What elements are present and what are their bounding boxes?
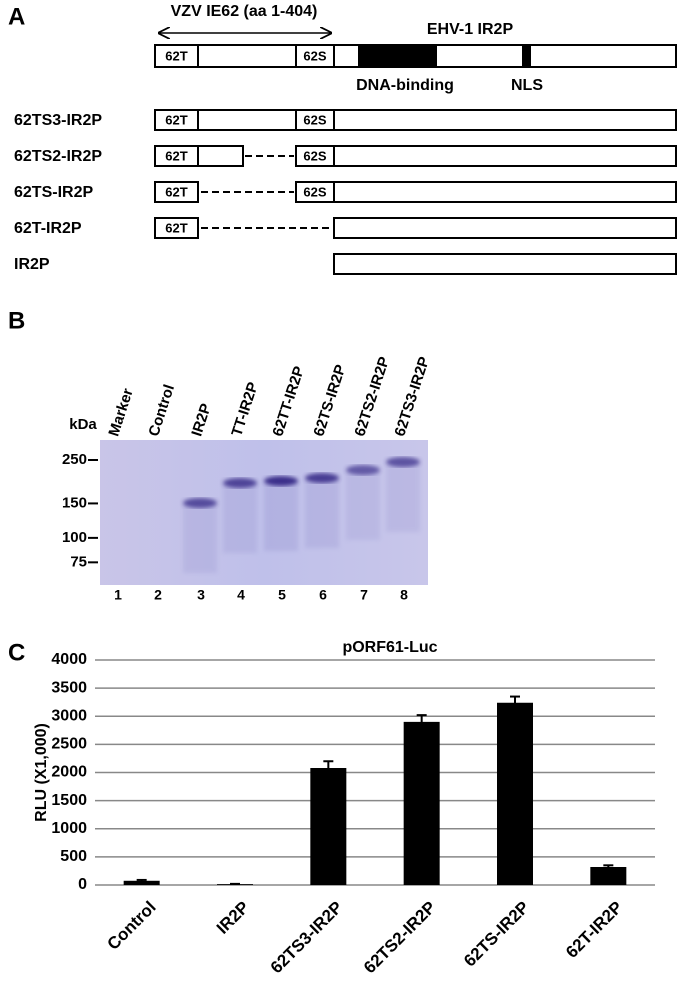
error-bar bbox=[603, 864, 614, 869]
lane-label: 62TS-IR2P bbox=[310, 363, 349, 439]
y-tick-label: 500 bbox=[60, 848, 87, 865]
smear bbox=[183, 503, 217, 573]
domain-label: DNA-binding bbox=[356, 77, 454, 94]
band bbox=[264, 476, 298, 486]
y-tick-label: 2000 bbox=[51, 764, 87, 781]
lane-label: 62TS2-IR2P bbox=[351, 355, 393, 439]
marker-tick-label: 250 bbox=[62, 451, 87, 468]
bar bbox=[403, 721, 440, 885]
construct-label: 62T-IR2P bbox=[14, 220, 82, 237]
marker-tick-label: 75 bbox=[70, 553, 87, 570]
x-tick-label: 62TS-IR2P bbox=[460, 898, 533, 971]
protein-label: EHV-1 IR2P bbox=[427, 21, 514, 38]
construct-label: 62TS-IR2P bbox=[14, 184, 93, 201]
nls-domain bbox=[522, 45, 531, 67]
box-label: 62T bbox=[165, 112, 187, 127]
box-label: 62S bbox=[303, 184, 326, 199]
box-label: 62T bbox=[165, 220, 187, 235]
y-tick-label: 3500 bbox=[51, 679, 87, 696]
x-tick-label: 62T-IR2P bbox=[562, 898, 626, 962]
lane-label: Marker bbox=[105, 386, 136, 438]
y-tick-label: 0 bbox=[78, 876, 87, 893]
segment bbox=[333, 145, 677, 167]
band bbox=[223, 478, 257, 488]
segment bbox=[333, 253, 677, 275]
construct-label: 62TS2-IR2P bbox=[14, 148, 102, 165]
y-tick-label: 1000 bbox=[51, 820, 87, 837]
lane-number: 4 bbox=[237, 587, 245, 603]
bar bbox=[123, 880, 160, 885]
lane-number: 5 bbox=[278, 587, 286, 603]
chart-title: pORF61-Luc bbox=[342, 639, 437, 656]
error-bar bbox=[230, 882, 240, 885]
y-tick-label: 4000 bbox=[51, 651, 87, 668]
lane-number: 6 bbox=[319, 587, 327, 603]
bar bbox=[590, 867, 627, 885]
band bbox=[346, 465, 380, 475]
smear bbox=[346, 470, 380, 540]
arrow-label: VZV IE62 (aa 1-404) bbox=[171, 3, 318, 20]
smear bbox=[264, 481, 298, 551]
box-label: 62S bbox=[303, 48, 326, 63]
unit-label: kDa bbox=[69, 416, 97, 433]
lane-label: IR2P bbox=[188, 401, 214, 438]
box bbox=[154, 181, 199, 203]
x-tick-label: 62TS2-IR2P bbox=[360, 898, 440, 978]
error-bar bbox=[510, 695, 520, 709]
lane-label: Control bbox=[145, 382, 178, 438]
error-bar bbox=[323, 760, 334, 775]
box bbox=[154, 217, 199, 239]
domain-label: NLS bbox=[511, 77, 543, 94]
box-label: 62T bbox=[165, 184, 187, 199]
lane-label: 62TS3-IR2P bbox=[391, 355, 433, 439]
segment bbox=[333, 109, 677, 131]
smear bbox=[386, 462, 420, 532]
segment bbox=[333, 217, 677, 239]
band bbox=[305, 473, 339, 483]
smear bbox=[223, 483, 257, 553]
lane-number: 1 bbox=[114, 587, 122, 603]
lane-number: 2 bbox=[154, 587, 162, 603]
construct-label: IR2P bbox=[14, 256, 50, 273]
smear bbox=[305, 478, 339, 548]
marker-tick-label: 150 bbox=[62, 494, 87, 511]
bar bbox=[310, 768, 347, 885]
y-tick-label: 1500 bbox=[51, 792, 87, 809]
panel-label: B bbox=[8, 307, 25, 334]
y-tick-label: 2500 bbox=[51, 736, 87, 753]
x-tick-label: IR2P bbox=[213, 898, 253, 938]
panel-label: A bbox=[8, 3, 25, 30]
segment bbox=[333, 181, 677, 203]
marker-tick-label: 100 bbox=[62, 529, 87, 546]
x-tick-label: 62TS3-IR2P bbox=[267, 898, 347, 978]
lane-number: 3 bbox=[197, 587, 205, 603]
x-tick-label: Control bbox=[103, 898, 159, 954]
box-label: 62T bbox=[165, 148, 187, 163]
box-label: 62S bbox=[303, 148, 326, 163]
error-bar bbox=[416, 714, 427, 729]
box-label: 62S bbox=[303, 112, 326, 127]
lane-number: 7 bbox=[360, 587, 368, 603]
y-tick-label: 3000 bbox=[51, 707, 87, 724]
band bbox=[386, 457, 420, 467]
y-axis-label: RLU (X1,000) bbox=[33, 723, 50, 822]
segment bbox=[197, 44, 297, 68]
bar bbox=[497, 702, 533, 885]
segment bbox=[197, 109, 297, 131]
lane-label: 62TT-IR2P bbox=[269, 364, 308, 438]
segment bbox=[333, 44, 677, 68]
band bbox=[183, 498, 217, 508]
error-bar bbox=[136, 878, 147, 882]
box-label: 62T bbox=[165, 48, 187, 63]
lane-number: 8 bbox=[400, 587, 408, 603]
panel-label: C bbox=[8, 639, 25, 666]
lane-label: TT-IR2P bbox=[228, 380, 261, 438]
construct-label: 62TS3-IR2P bbox=[14, 112, 102, 129]
dna-binding-domain bbox=[358, 45, 437, 67]
segment bbox=[197, 145, 244, 167]
